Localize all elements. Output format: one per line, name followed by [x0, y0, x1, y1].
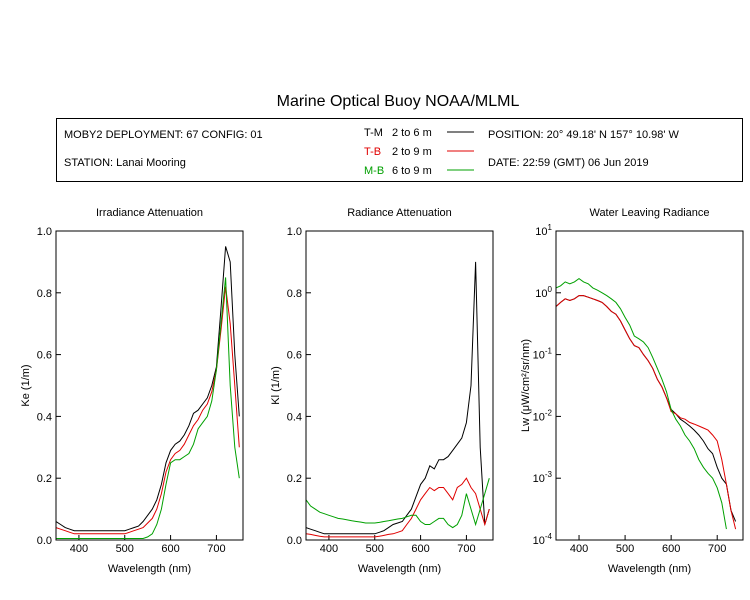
y-tick-label: 0.8 — [287, 288, 302, 300]
series-line — [56, 286, 240, 535]
y-tick-exponent: -2 — [545, 408, 553, 417]
x-tick-label: 500 — [616, 543, 634, 555]
legend-name: T-M — [364, 127, 383, 139]
station: STATION: Lanai Mooring — [64, 157, 186, 169]
y-axis-label: Lw (μW/cm²/sr/nm) — [520, 339, 532, 432]
plot-frame — [555, 230, 744, 541]
y-tick-base: 10 — [533, 350, 545, 362]
panel-title: Radiance Attenuation — [347, 207, 452, 219]
y-tick-base: 10 — [533, 411, 545, 423]
y-tick-base: 10 — [535, 288, 547, 300]
x-tick-label: 500 — [366, 543, 384, 555]
y-tick-label: 0.8 — [37, 288, 52, 300]
plot-frame — [305, 230, 494, 541]
y-axis-label: Ke (1/m) — [20, 364, 32, 406]
x-tick-label: 500 — [116, 543, 134, 555]
x-tick-label: 600 — [411, 543, 429, 555]
y-tick-label: 0.2 — [37, 473, 52, 485]
panel-title: Irradiance Attenuation — [96, 207, 203, 219]
info-box — [56, 118, 743, 182]
y-tick-label: 0.6 — [287, 350, 302, 362]
y-tick-exponent: -4 — [545, 532, 553, 541]
series-line — [306, 477, 490, 538]
y-tick-label: 101 — [535, 223, 552, 238]
y-tick-label: 0.0 — [287, 535, 302, 547]
panel-title: Water Leaving Radiance — [589, 207, 709, 219]
series-line — [56, 246, 240, 532]
series-line — [556, 295, 737, 522]
y-tick-label: 0.4 — [37, 411, 52, 423]
y-tick-exponent: 0 — [548, 285, 553, 294]
position: POSITION: 20° 49.18' N 157° 10.98' W — [488, 129, 680, 141]
y-tick-label: 10-2 — [533, 408, 553, 423]
y-tick-label: 10-1 — [533, 347, 553, 362]
y-tick-exponent: -3 — [545, 470, 553, 479]
panel: Water Leaving Radiance Wavelength (nm) Lw … — [520, 207, 744, 575]
y-tick-label: 0.4 — [287, 411, 302, 423]
x-tick-label: 600 — [662, 543, 680, 555]
series-line — [556, 277, 727, 530]
x-tick-label: 700 — [207, 543, 225, 555]
x-axis-label: Wavelength (nm) — [108, 563, 191, 575]
x-axis-label: Wavelength (nm) — [608, 563, 691, 575]
panel: Radiance Attenuation Wavelength (nm) Kl (1… — [270, 207, 494, 575]
y-tick-base: 10 — [533, 535, 545, 547]
y-tick-label: 0.0 — [37, 535, 52, 547]
x-tick-label: 400 — [320, 543, 338, 555]
y-tick-label: 10-3 — [533, 470, 553, 485]
y-tick-label: 10-4 — [533, 532, 553, 547]
x-tick-label: 400 — [570, 543, 588, 555]
x-tick-label: 700 — [708, 543, 726, 555]
y-tick-exponent: -1 — [545, 347, 553, 356]
x-axis-label: Wavelength (nm) — [358, 563, 441, 575]
series-line — [56, 277, 240, 539]
x-tick-label: 400 — [70, 543, 88, 555]
series-line — [306, 261, 490, 535]
legend-name: T-B — [364, 146, 381, 158]
y-axis-label: Kl (1/m) — [270, 366, 282, 405]
series-line — [306, 478, 490, 529]
page-title: Marine Optical Buoy NOAA/MLML — [277, 93, 520, 110]
date: DATE: 22:59 (GMT) 06 Jun 2019 — [488, 157, 649, 169]
legend-range: 2 to 9 m — [392, 146, 432, 158]
legend: T-M 2 to 6 m T-B 2 to 9 m M-B 6 to 9 m — [364, 127, 474, 177]
legend-range: 6 to 9 m — [392, 165, 432, 177]
panel: Irradiance Attenuation Wavelength (nm) Ke … — [20, 207, 244, 575]
y-tick-base: 10 — [535, 226, 547, 238]
series-line — [556, 295, 737, 530]
y-tick-label: 0.2 — [287, 473, 302, 485]
y-tick-label: 1.0 — [287, 226, 302, 238]
x-tick-label: 600 — [161, 543, 179, 555]
legend-name: M-B — [364, 165, 384, 177]
y-tick-base: 10 — [533, 473, 545, 485]
y-tick-label: 0.6 — [37, 350, 52, 362]
y-tick-label: 100 — [535, 285, 552, 300]
plot-frame — [55, 230, 244, 541]
y-tick-label: 1.0 — [37, 226, 52, 238]
deployment: MOBY2 DEPLOYMENT: 67 CONFIG: 01 — [64, 129, 263, 141]
x-tick-label: 700 — [457, 543, 475, 555]
legend-range: 2 to 6 m — [392, 127, 432, 139]
y-tick-exponent: 1 — [548, 223, 553, 232]
